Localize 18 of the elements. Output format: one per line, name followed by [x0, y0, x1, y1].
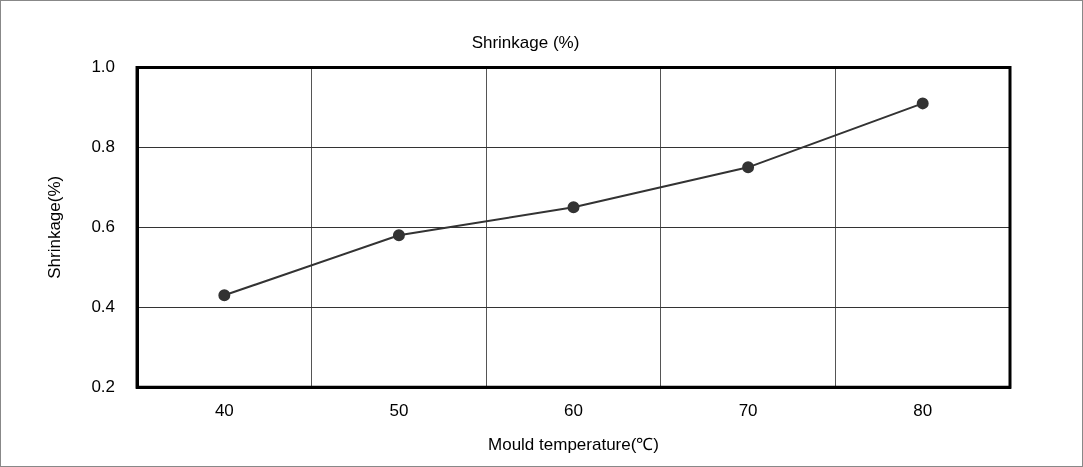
- x-tick-label: 80: [913, 401, 933, 421]
- point: [392, 229, 405, 242]
- y-tick-label: 0.6: [91, 216, 116, 236]
- y-tick-label: 1.0: [91, 57, 116, 77]
- x-tick-label: 40: [214, 401, 234, 421]
- point: [218, 289, 231, 302]
- x-tick-label: 60: [564, 401, 583, 421]
- y-axis-title: Shrinkage(%): [44, 175, 64, 279]
- y-tick-label: 0.4: [91, 296, 116, 316]
- x-axis-title: Mould temperature(℃): [488, 435, 660, 455]
- point: [742, 161, 755, 174]
- x-tick-label: 70: [738, 401, 758, 421]
- x-tick-label: 50: [389, 401, 409, 421]
- y-tick-label: 0.2: [91, 376, 116, 396]
- chart-title: Shrinkage (%): [471, 32, 580, 52]
- y-tick-label: 0.8: [91, 137, 116, 157]
- point: [916, 97, 929, 110]
- point: [567, 201, 580, 214]
